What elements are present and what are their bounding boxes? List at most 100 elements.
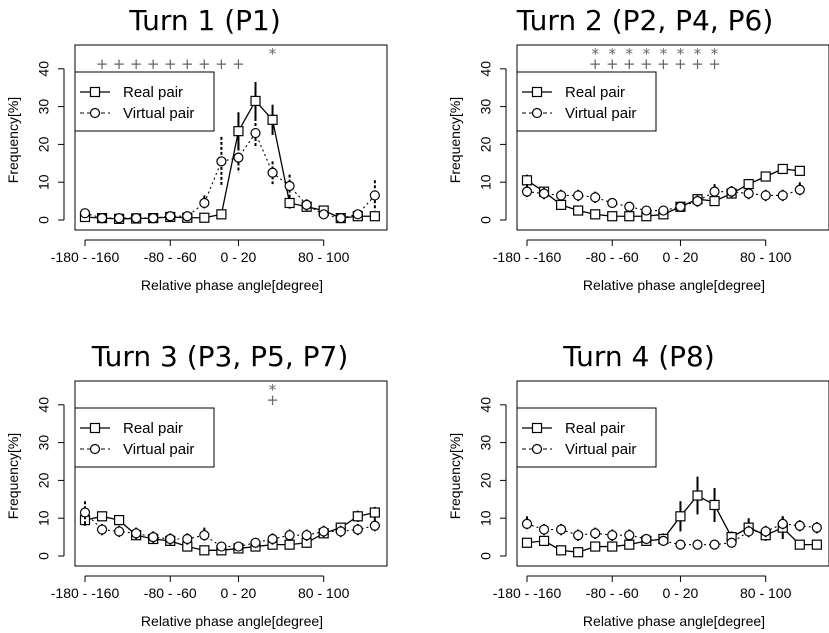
virtual-pair-point [148, 532, 159, 543]
plot-frame [516, 44, 829, 231]
legend-box [74, 407, 215, 468]
virtual-pair-point [165, 211, 176, 222]
legend-virtual-label: Virtual pair [123, 441, 194, 458]
real-pair-point [794, 165, 805, 176]
virtual-pair-point [624, 530, 635, 541]
virtual-pair-point [335, 526, 346, 537]
x-tick-label: -180 - -160 [493, 585, 562, 601]
series-real-pair [79, 506, 380, 556]
real-pair-point [352, 511, 363, 522]
virtual-pair-point [590, 528, 601, 539]
x-tick-label: 80 - 100 [740, 585, 792, 601]
real-pair-point [233, 126, 244, 137]
legend: Real pair Virtual pair [74, 71, 215, 132]
chart-panel-1: Turn 1 (P1) 0 10 20 30 40 Frequency[%] -180 - -… [5, 4, 388, 293]
significance-plus-marker: + [691, 55, 704, 73]
real-pair-point [607, 211, 618, 222]
real-pair-point [573, 205, 584, 216]
virtual-pair-point [555, 190, 567, 201]
virtual-pair-point [250, 537, 261, 548]
virtual-pair-point [318, 209, 329, 220]
real-pair-point [521, 537, 533, 548]
y-tick-label: 30 [478, 435, 494, 451]
chart-panel-2: Turn 2 (P2, P4, P6) 0 10 20 30 40 Frequency[%]… [447, 4, 829, 293]
significance-plus-marker: + [589, 55, 602, 73]
virtual-pair-point [607, 197, 618, 209]
y-tick-label: 0 [478, 216, 494, 224]
y-axis-label: Frequency[%] [5, 433, 21, 519]
y-tick-label: 40 [478, 61, 494, 77]
real-pair-point [709, 499, 720, 511]
y-tick-label: 0 [36, 552, 52, 560]
chart-panel-4: Turn 4 (P8) 0 10 20 30 40 Frequency[%] -180 - -… [447, 340, 829, 629]
series-virtual-pair [79, 501, 380, 552]
virtual-pair-point [521, 518, 533, 529]
real-pair-point [743, 178, 754, 190]
significance-star-marker: * [269, 381, 277, 399]
series-virtual-pair [521, 182, 805, 216]
y-tick-label: 10 [36, 510, 52, 526]
virtual-pair-point [794, 520, 805, 531]
virtual-pair-line [84, 512, 375, 548]
virtual-pair-line [526, 189, 800, 212]
virtual-pair-point [607, 530, 618, 541]
significance-plus-marker: + [147, 55, 160, 73]
virtual-pair-point [182, 211, 193, 222]
real-pair-line [526, 494, 817, 553]
y-tick-label: 20 [478, 472, 494, 488]
legend-real-marker [89, 86, 101, 98]
virtual-pair-point [131, 528, 142, 539]
real-pair-point [284, 539, 295, 550]
x-tick-label: 0 - 20 [221, 249, 257, 265]
y-tick-label: 10 [36, 174, 52, 190]
y-tick-label: 40 [36, 61, 52, 77]
x-tick-label: 0 - 20 [663, 249, 699, 265]
virtual-pair-point [726, 186, 737, 197]
x-tick-label: 80 - 100 [740, 249, 792, 265]
real-pair-line [84, 511, 375, 551]
virtual-pair-point [250, 127, 261, 139]
virtual-pair-point [573, 530, 584, 541]
real-pair-point [216, 209, 227, 220]
real-pair-point [573, 547, 584, 558]
x-tick-label: -180 - -160 [51, 249, 120, 265]
legend-virtual-label: Virtual pair [565, 441, 636, 458]
real-pair-point [538, 535, 550, 546]
real-pair-point [624, 539, 635, 550]
chart-panel-3: Turn 3 (P3, P5, P7) 0 10 20 30 40 Frequency[%]… [5, 340, 388, 629]
significance-plus-marker: + [640, 55, 653, 73]
significance-plus-marker: + [657, 55, 670, 73]
x-axis-label: Relative phase angle[degree] [583, 613, 765, 629]
legend-virtual-marker [89, 443, 101, 455]
real-pair-point [521, 175, 533, 186]
virtual-pair-point [709, 186, 720, 197]
x-axis-label: Relative phase angle[degree] [141, 613, 323, 629]
virtual-pair-point [284, 180, 295, 192]
virtual-pair-point [641, 205, 652, 216]
legend-box [516, 407, 657, 468]
real-pair-point [675, 511, 686, 522]
virtual-pair-point [79, 507, 91, 518]
chart-title: Turn 1 (P1) [128, 4, 281, 37]
y-tick-label: 0 [478, 552, 494, 560]
virtual-pair-point [538, 188, 550, 199]
legend-real-label: Real pair [565, 420, 625, 437]
y-tick-label: 20 [36, 472, 52, 488]
series-virtual-pair [521, 516, 822, 550]
plot-frame [516, 380, 829, 567]
virtual-pair-point [318, 526, 329, 537]
virtual-pair-point [199, 530, 210, 541]
virtual-pair-point [692, 196, 703, 207]
real-pair-point [96, 511, 108, 522]
plot-frame [74, 380, 388, 567]
virtual-pair-point [641, 533, 652, 545]
virtual-pair-point [182, 533, 193, 545]
y-tick-label: 10 [478, 174, 494, 190]
legend: Real pair Virtual pair [516, 407, 657, 468]
legend-virtual-label: Virtual pair [565, 105, 636, 122]
virtual-pair-point [521, 186, 533, 197]
real-pair-point [760, 171, 771, 182]
virtual-pair-point [369, 520, 380, 531]
legend-virtual-marker [531, 107, 543, 119]
